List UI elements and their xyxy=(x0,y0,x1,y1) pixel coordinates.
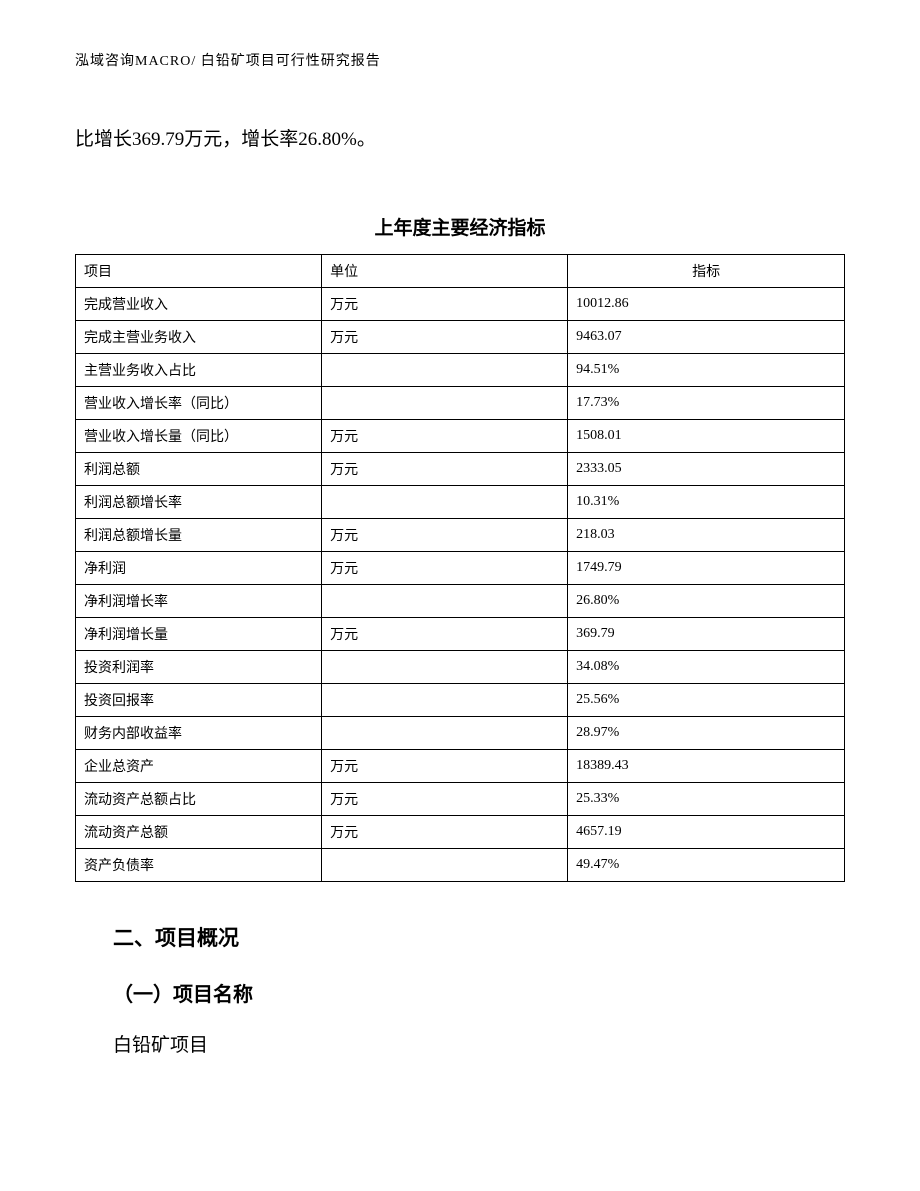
table-row: 营业收入增长量（同比）万元1508.01 xyxy=(76,420,845,453)
cell-value: 1508.01 xyxy=(568,420,845,453)
section-heading: 二、项目概况 xyxy=(113,922,845,952)
economic-indicators-table: 项目 单位 指标 完成营业收入万元10012.86完成主营业务收入万元9463.… xyxy=(75,254,845,882)
cell-value: 1749.79 xyxy=(568,552,845,585)
cell-unit: 万元 xyxy=(322,618,568,651)
cell-name: 利润总额增长率 xyxy=(76,486,322,519)
cell-name: 资产负债率 xyxy=(76,849,322,882)
cell-name: 净利润增长量 xyxy=(76,618,322,651)
intro-paragraph: 比增长369.79万元，增长率26.80%。 xyxy=(75,125,845,155)
body-text: 白铅矿项目 xyxy=(113,1031,845,1061)
table-row: 利润总额增长量万元218.03 xyxy=(76,519,845,552)
table-row: 净利润增长量万元369.79 xyxy=(76,618,845,651)
subsection-heading: （一）项目名称 xyxy=(113,978,845,1007)
cell-name: 利润总额 xyxy=(76,453,322,486)
cell-unit: 万元 xyxy=(322,783,568,816)
table-row: 营业收入增长率（同比） 17.73% xyxy=(76,387,845,420)
cell-name: 营业收入增长量（同比） xyxy=(76,420,322,453)
cell-unit: 万元 xyxy=(322,519,568,552)
table-row: 资产负债率 49.47% xyxy=(76,849,845,882)
cell-value: 10012.86 xyxy=(568,288,845,321)
cell-value: 2333.05 xyxy=(568,453,845,486)
cell-unit xyxy=(322,684,568,717)
cell-unit: 万元 xyxy=(322,321,568,354)
col-header-indicator: 指标 xyxy=(568,255,845,288)
col-header-project: 项目 xyxy=(76,255,322,288)
cell-name: 净利润增长率 xyxy=(76,585,322,618)
cell-unit xyxy=(322,717,568,750)
cell-value: 18389.43 xyxy=(568,750,845,783)
cell-name: 流动资产总额占比 xyxy=(76,783,322,816)
cell-unit: 万元 xyxy=(322,420,568,453)
cell-unit: 万元 xyxy=(322,816,568,849)
col-header-unit: 单位 xyxy=(322,255,568,288)
table-header-row: 项目 单位 指标 xyxy=(76,255,845,288)
cell-value: 94.51% xyxy=(568,354,845,387)
table-row: 净利润增长率 26.80% xyxy=(76,585,845,618)
cell-unit xyxy=(322,651,568,684)
table-row: 利润总额万元2333.05 xyxy=(76,453,845,486)
cell-name: 利润总额增长量 xyxy=(76,519,322,552)
table-row: 流动资产总额万元4657.19 xyxy=(76,816,845,849)
cell-unit: 万元 xyxy=(322,750,568,783)
cell-name: 流动资产总额 xyxy=(76,816,322,849)
table-row: 财务内部收益率 28.97% xyxy=(76,717,845,750)
table-title: 上年度主要经济指标 xyxy=(75,213,845,240)
cell-name: 完成营业收入 xyxy=(76,288,322,321)
cell-name: 完成主营业务收入 xyxy=(76,321,322,354)
table-row: 完成主营业务收入万元9463.07 xyxy=(76,321,845,354)
cell-unit: 万元 xyxy=(322,288,568,321)
cell-value: 26.80% xyxy=(568,585,845,618)
cell-name: 投资利润率 xyxy=(76,651,322,684)
table-row: 流动资产总额占比万元25.33% xyxy=(76,783,845,816)
table-row: 完成营业收入万元10012.86 xyxy=(76,288,845,321)
cell-value: 17.73% xyxy=(568,387,845,420)
cell-name: 财务内部收益率 xyxy=(76,717,322,750)
cell-unit xyxy=(322,585,568,618)
cell-value: 4657.19 xyxy=(568,816,845,849)
cell-value: 25.33% xyxy=(568,783,845,816)
table-row: 净利润万元1749.79 xyxy=(76,552,845,585)
cell-unit xyxy=(322,387,568,420)
table-row: 投资利润率 34.08% xyxy=(76,651,845,684)
table-row: 主营业务收入占比 94.51% xyxy=(76,354,845,387)
cell-value: 369.79 xyxy=(568,618,845,651)
cell-value: 34.08% xyxy=(568,651,845,684)
table-row: 投资回报率 25.56% xyxy=(76,684,845,717)
cell-name: 净利润 xyxy=(76,552,322,585)
cell-name: 企业总资产 xyxy=(76,750,322,783)
cell-value: 218.03 xyxy=(568,519,845,552)
page-header: 泓域咨询MACRO/ 白铅矿项目可行性研究报告 xyxy=(75,50,845,70)
table-row: 利润总额增长率 10.31% xyxy=(76,486,845,519)
cell-value: 28.97% xyxy=(568,717,845,750)
table-row: 企业总资产万元18389.43 xyxy=(76,750,845,783)
cell-name: 主营业务收入占比 xyxy=(76,354,322,387)
cell-name: 营业收入增长率（同比） xyxy=(76,387,322,420)
cell-value: 9463.07 xyxy=(568,321,845,354)
cell-value: 25.56% xyxy=(568,684,845,717)
cell-name: 投资回报率 xyxy=(76,684,322,717)
cell-unit: 万元 xyxy=(322,453,568,486)
cell-unit xyxy=(322,354,568,387)
cell-unit xyxy=(322,849,568,882)
cell-value: 49.47% xyxy=(568,849,845,882)
cell-unit xyxy=(322,486,568,519)
cell-unit: 万元 xyxy=(322,552,568,585)
cell-value: 10.31% xyxy=(568,486,845,519)
